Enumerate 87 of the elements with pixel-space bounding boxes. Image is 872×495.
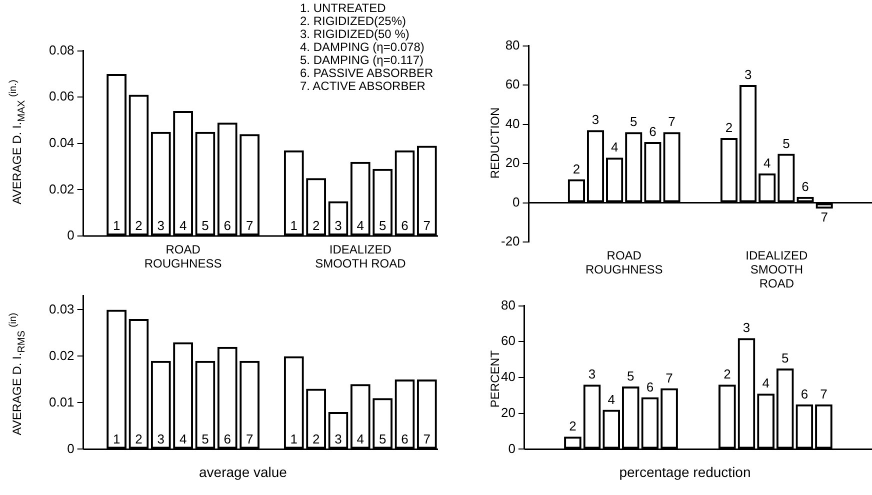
x-tick-label: 4	[608, 392, 615, 407]
x-tick-label: 5	[782, 136, 790, 151]
x-tick-label: 5	[378, 218, 386, 234]
y-tick-label: 0.01	[48, 394, 74, 410]
x-tick-label: 1	[290, 431, 298, 446]
text: IDEALIZED SMOOTH ROAD	[315, 242, 406, 270]
text: 1. UNTREATED	[300, 1, 387, 15]
x-tick-label: 2	[312, 431, 320, 446]
x-tick-label: 1	[112, 431, 120, 446]
x-tick-label: 7	[246, 218, 254, 234]
text: 2. RIGIDIZED(25%)	[300, 14, 408, 28]
x-tick-label: 7	[820, 210, 828, 225]
text: 3. RIGIDIZED(50 %)	[300, 27, 410, 41]
y-tick-label: 0.08	[48, 42, 74, 58]
x-tick-label: 4	[610, 140, 618, 155]
x-tick-label: 7	[668, 114, 676, 130]
text: IDEALIZED SMOOTH ROAD	[746, 248, 808, 290]
text: ROAD ROUGHNESS	[144, 242, 222, 270]
x-tick-label: 3	[742, 320, 750, 336]
y-tick-label: 0	[67, 228, 74, 243]
y-tick-label: 0.02	[48, 348, 74, 363]
x-tick-label: 5	[378, 431, 386, 446]
y-tick-label: 20	[505, 155, 520, 170]
x-tick-label: 3	[157, 431, 165, 446]
x-tick-label: 2	[725, 120, 733, 136]
x-axis-title: average value	[198, 464, 288, 480]
x-tick-label: 6	[224, 218, 232, 234]
y-tick-label: 80	[500, 297, 516, 312]
x-tick-label: 4	[179, 431, 187, 446]
x-tick-label: 6	[802, 178, 809, 194]
x-tick-label: 1	[290, 218, 298, 234]
x-tick-label: 4	[356, 218, 364, 234]
x-axis-title: percentage reduction	[618, 464, 752, 480]
x-tick-label: 7	[246, 431, 254, 446]
y-tick-label: 40	[505, 116, 520, 131]
x-tick-label: 2	[135, 218, 142, 234]
y-tick-label: 0.02	[48, 181, 74, 196]
y-tick-label: 0	[512, 194, 520, 210]
x-tick-label: 6	[649, 124, 656, 140]
y-tick-label: 0	[508, 440, 516, 456]
x-tick-label: 4	[764, 155, 771, 170]
x-tick-label: 2	[312, 218, 320, 234]
x-tick-label: 3	[744, 67, 752, 82]
x-tick-label: 3	[592, 112, 600, 128]
y-axis-title: REDUCTION	[488, 106, 502, 178]
x-tick-label: 3	[157, 218, 165, 234]
annotation: 4. DAMPING (η=0.078)	[300, 40, 424, 54]
x-tick-label: 2	[724, 366, 731, 382]
x-tick-label: 2	[572, 161, 580, 176]
x-tick-label: 4	[356, 431, 364, 446]
x-tick-label: 6	[646, 379, 654, 394]
x-tick-label: 6	[401, 431, 408, 446]
y-tick-label: 40	[500, 369, 516, 384]
y-tick-label: -20	[500, 234, 520, 249]
x-tick-label: 3	[334, 218, 342, 234]
x-tick-label: 6	[224, 431, 232, 446]
x-tick-label: 5	[782, 350, 789, 366]
annotation: 7. ACTIVE ABSORBER	[300, 79, 426, 93]
y-tick-label: 0.03	[48, 301, 74, 316]
x-tick-label: 5	[627, 368, 634, 384]
x-tick-label: 3	[588, 366, 596, 382]
y-tick-label: 0.06	[48, 88, 74, 104]
y-axis-title: PERCENT	[488, 350, 502, 408]
y-tick-label: 60	[505, 76, 520, 92]
y-tick-label: 80	[505, 37, 520, 52]
x-tick-label: 6	[401, 218, 408, 234]
x-tick-label: 7	[423, 218, 431, 234]
x-tick-label: 2	[569, 418, 576, 434]
x-tick-label: 4	[179, 218, 187, 234]
x-tick-label: 5	[630, 114, 638, 130]
x-tick-label: 4	[762, 376, 770, 391]
y-tick-label: 20	[500, 404, 516, 420]
x-tick-label: 1	[112, 218, 120, 234]
x-tick-label: 5	[202, 218, 209, 234]
y-tick-label: 60	[500, 333, 516, 348]
x-tick-label: 7	[423, 431, 431, 446]
x-tick-label: 7	[666, 370, 673, 386]
text: ROAD ROUGHNESS	[585, 248, 663, 276]
x-tick-label: 7	[820, 386, 828, 402]
y-tick-label: 0.04	[48, 134, 74, 150]
x-tick-label: 3	[334, 431, 342, 446]
annotation: 6. PASSIVE ABSORBER	[300, 66, 434, 80]
x-tick-label: 6	[800, 386, 808, 402]
x-tick-label: 2	[135, 431, 142, 446]
x-tick-label: 5	[202, 431, 209, 446]
y-tick-label: 0	[67, 440, 74, 456]
annotation: 5. DAMPING (η=0.117)	[300, 53, 424, 67]
